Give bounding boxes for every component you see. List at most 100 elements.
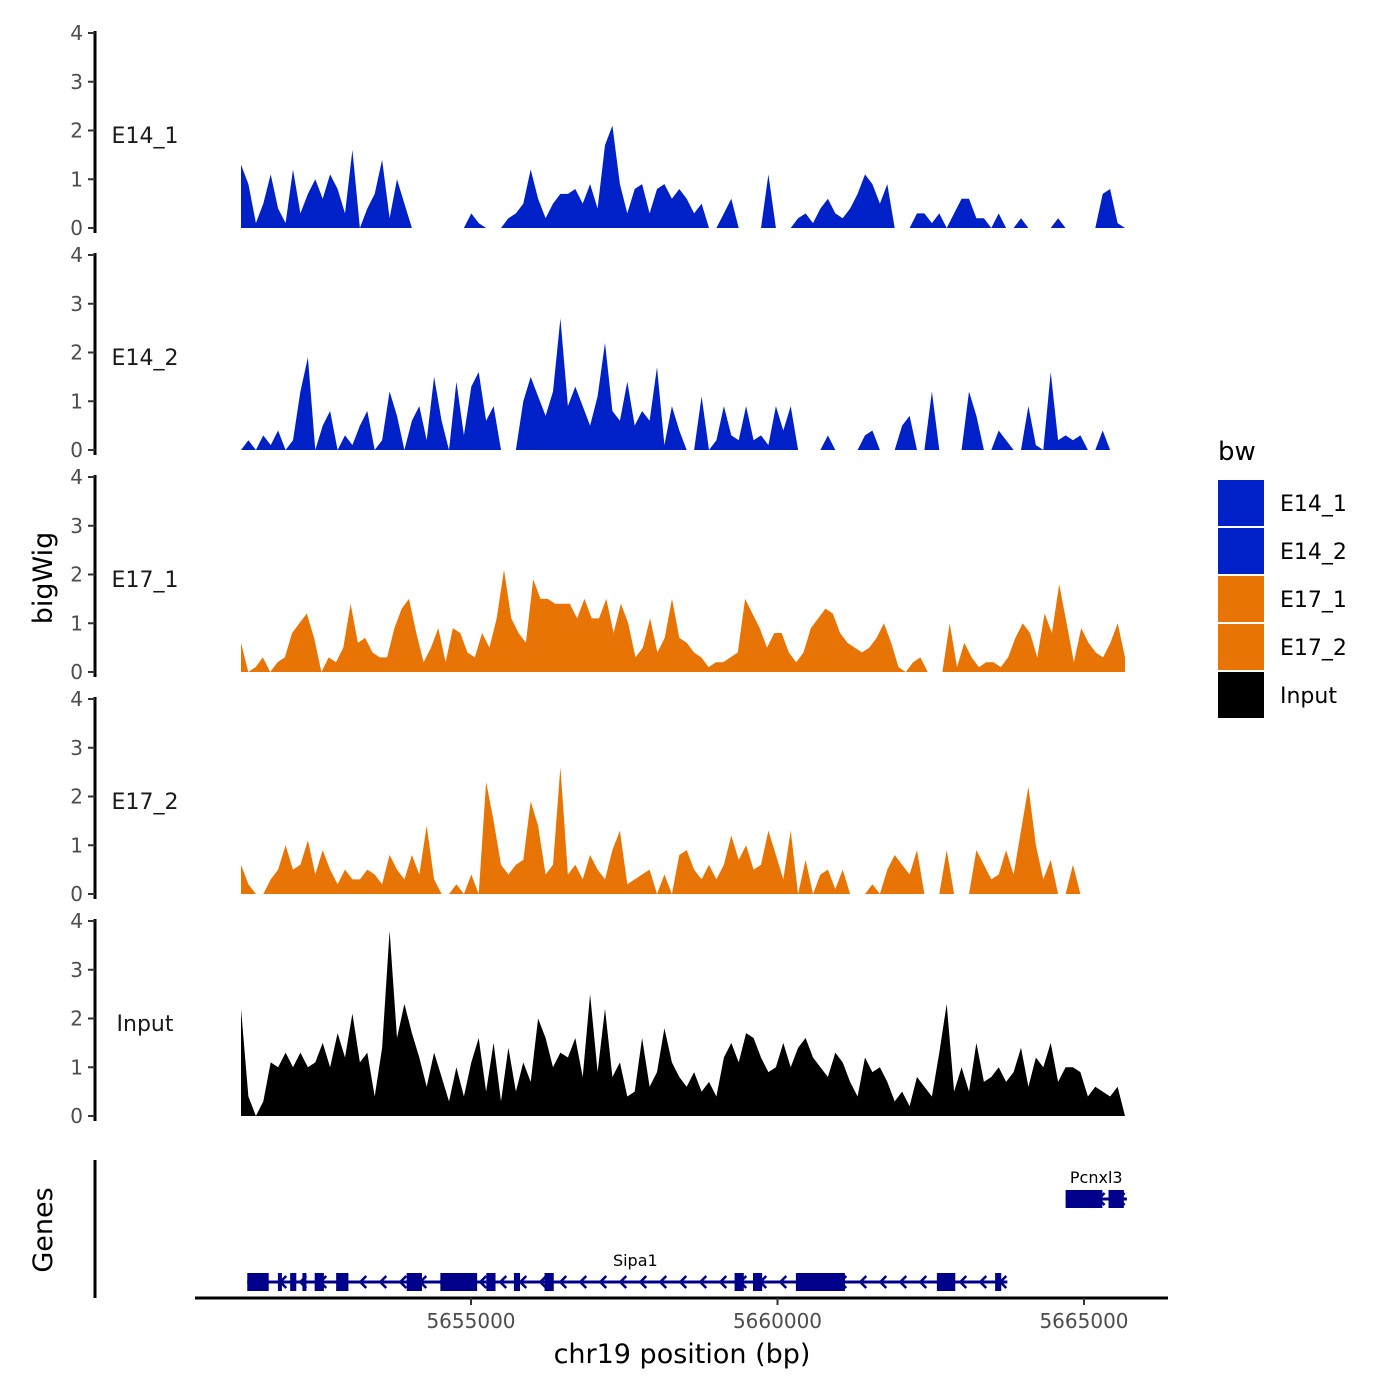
track-e14-2: 0 1 2 3 4 E14_2	[70, 243, 1125, 462]
y-tick-label: 4	[70, 21, 83, 45]
gene-label: Sipa1	[613, 1251, 658, 1270]
legend-swatch	[1218, 576, 1264, 622]
exon	[752, 1273, 763, 1291]
signal-area	[241, 318, 1125, 450]
strand-arrow	[398, 1275, 408, 1289]
y-tick-label: 2	[70, 785, 83, 809]
exon	[314, 1273, 324, 1291]
legend-item-input: Input	[1218, 672, 1337, 718]
exon	[936, 1273, 956, 1291]
signal-area	[241, 569, 1125, 672]
gene-label: Pcnxl3	[1070, 1168, 1123, 1187]
track-label: E17_2	[112, 790, 179, 815]
exon	[247, 1273, 269, 1291]
y-tick-label: 3	[70, 514, 83, 538]
legend-item-e17-1: E17_1	[1218, 576, 1347, 622]
exon	[544, 1273, 554, 1291]
strand-arrow	[958, 1275, 968, 1289]
strand-arrow	[638, 1275, 648, 1289]
signal-area	[241, 125, 1125, 228]
exon	[734, 1273, 744, 1291]
strand-arrow	[478, 1275, 488, 1289]
track-e17-1: 0 1 2 3 4 E17_1	[70, 465, 1125, 684]
exon	[440, 1273, 478, 1291]
track-label: E14_1	[112, 124, 179, 149]
strand-arrow	[518, 1275, 528, 1289]
legend-label: Input	[1280, 684, 1337, 709]
exon	[795, 1273, 845, 1291]
y-tick-label: 2	[70, 341, 83, 365]
y-tick-label: 4	[70, 687, 83, 711]
y-tick-label: 3	[70, 292, 83, 316]
strand-arrow	[498, 1275, 508, 1289]
exon	[277, 1273, 282, 1291]
track-label: E17_1	[112, 568, 179, 593]
y-tick-label: 0	[70, 882, 83, 906]
strand-arrow	[698, 1275, 708, 1289]
y-tick-label: 1	[70, 389, 83, 413]
strand-arrow	[978, 1275, 988, 1289]
strand-arrow	[678, 1275, 688, 1289]
gene-pcnxl3: Pcnxl3	[1065, 1168, 1127, 1208]
legend-swatch	[1218, 480, 1264, 526]
exon	[1065, 1190, 1103, 1208]
exon	[302, 1273, 307, 1291]
strand-arrow	[358, 1275, 368, 1289]
strand-arrow	[598, 1275, 608, 1289]
legend-item-e14-2: E14_2	[1218, 528, 1347, 574]
track-label: Input	[117, 1012, 174, 1037]
strand-arrow	[918, 1275, 928, 1289]
x-tick-label: 5655000	[426, 1309, 515, 1333]
signal-area	[241, 930, 1125, 1116]
strand-arrow	[878, 1275, 888, 1289]
strand-arrow	[618, 1275, 628, 1289]
y-tick-label: 1	[70, 833, 83, 857]
y-tick-label: 1	[70, 1055, 83, 1079]
strand-arrow	[898, 1275, 908, 1289]
exon	[1108, 1190, 1124, 1208]
signal-area	[241, 767, 1125, 894]
legend-label: E14_1	[1280, 492, 1347, 517]
y-tick-label: 4	[70, 465, 83, 489]
legend-item-e17-2: E17_2	[1218, 624, 1347, 670]
genes-panel: Sipa1 Pcnxl3	[93, 1160, 1127, 1298]
legend-label: E17_2	[1280, 636, 1347, 661]
legend-swatch	[1218, 672, 1264, 718]
exon	[290, 1273, 297, 1291]
tracks-group: 0 1 2 3 4 E14_1 0 1 2 3 4 E14_2 0 1 2 3 4 E17_1 0 1 2 3 4 E17_2…	[70, 21, 1125, 1128]
legend-item-e14-1: E14_1	[1218, 480, 1347, 526]
y-tick-label: 0	[70, 1104, 83, 1128]
genes-axis-title: Genes	[28, 1187, 59, 1272]
track-input: 0 1 2 3 4 Input	[70, 909, 1125, 1128]
y-tick-label: 1	[70, 611, 83, 635]
exon	[995, 1273, 1002, 1291]
strand-arrow	[858, 1275, 868, 1289]
exon	[336, 1273, 349, 1291]
y-tick-label: 4	[70, 909, 83, 933]
strand-arrow	[718, 1275, 728, 1289]
x-axis: 5655000 5660000 5665000	[195, 1296, 1168, 1333]
legend-label: E17_1	[1280, 588, 1347, 613]
strand-arrow	[658, 1275, 668, 1289]
y-tick-label: 0	[70, 438, 83, 462]
track-e14-1: 0 1 2 3 4 E14_1	[70, 21, 1125, 240]
exon	[486, 1273, 496, 1291]
exon	[513, 1273, 521, 1291]
y-tick-label: 2	[70, 1007, 83, 1031]
exon	[406, 1273, 422, 1291]
strand-arrow	[578, 1275, 588, 1289]
y-tick-label: 0	[70, 660, 83, 684]
gene-sipa1: Sipa1	[247, 1251, 1008, 1291]
strand-arrow	[778, 1275, 788, 1289]
legend: bw E14_1 E14_2 E17_1 E17_2 Input	[1218, 437, 1347, 718]
x-tick-label: 5665000	[1039, 1309, 1128, 1333]
y-axis-title: bigWig	[28, 532, 59, 625]
y-tick-label: 1	[70, 167, 83, 191]
track-e17-2: 0 1 2 3 4 E17_2	[70, 687, 1125, 906]
x-tick-label: 5660000	[733, 1309, 822, 1333]
y-tick-label: 2	[70, 119, 83, 143]
x-axis-title: chr19 position (bp)	[554, 1339, 811, 1370]
strand-arrow	[538, 1275, 548, 1289]
y-tick-label: 2	[70, 563, 83, 587]
